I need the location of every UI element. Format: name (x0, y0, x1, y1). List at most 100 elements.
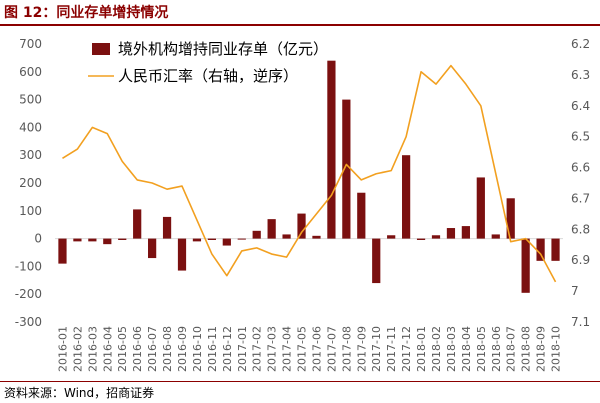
bar-2017-01 (237, 238, 246, 240)
bar-2016-02 (73, 238, 82, 242)
left-tick-label: 100 (19, 204, 42, 218)
bar-2017-02 (252, 230, 261, 239)
figure-title: 图 12：同业存单增持情况 (4, 5, 169, 21)
left-tick-label: 500 (19, 93, 42, 107)
x-tick-label: 2018-05 (475, 326, 488, 372)
x-tick-label: 2018-08 (520, 326, 533, 372)
x-tick-label: 2018-01 (415, 326, 428, 372)
bar-2017-08 (342, 99, 351, 239)
right-tick-label: 6.6 (571, 161, 590, 175)
x-tick-label: 2017-08 (340, 326, 353, 372)
x-tick-label: 2017-06 (310, 326, 323, 372)
bar-2018-04 (461, 226, 470, 239)
right-tick-label: 6.3 (571, 68, 590, 82)
bar-2018-07 (506, 198, 515, 239)
bar-2017-03 (267, 219, 276, 239)
left-tick-label: 400 (19, 120, 42, 134)
bar-2016-04 (103, 238, 112, 245)
x-tick-label: 2016-05 (116, 326, 129, 372)
right-tick-label: 6.7 (571, 191, 590, 205)
bar-2018-01 (416, 238, 426, 240)
x-tick-label: 2018-10 (550, 326, 563, 372)
x-tick-label: 2017-09 (355, 326, 368, 372)
legend-bar-swatch (92, 43, 110, 55)
bar-2017-04 (282, 234, 291, 239)
bar-2016-01 (58, 238, 67, 264)
x-axis-tick-labels: 2016-01 2016-02 2016-03 2016-04 2016-05 2016-… (56, 326, 562, 372)
source-note: 资料来源：Wind，招商证券 (4, 386, 155, 400)
x-tick-label: 2018-09 (535, 326, 548, 372)
bar-2018-03 (446, 228, 456, 239)
x-tick-label: 2016-06 (131, 326, 144, 372)
x-tick-label: 2017-11 (385, 326, 398, 372)
right-tick-label: 6.9 (571, 253, 590, 267)
right-axis-ticks: 6.2 6.3 6.4 6.5 6.6 6.7 6.8 6.9 7 7.1 (571, 37, 590, 329)
bar-2016-06 (133, 209, 142, 239)
x-tick-label: 2018-04 (460, 326, 473, 372)
x-tick-label: 2017-03 (266, 326, 279, 372)
right-tick-label: 7.1 (571, 315, 590, 329)
bar-2016-07 (148, 238, 157, 259)
x-tick-label: 2016-04 (101, 326, 114, 372)
bar-2018-02 (431, 235, 441, 239)
left-tick-label: -300 (15, 315, 42, 329)
left-tick-label: 600 (19, 65, 42, 79)
legend: 境外机构增持同业存单（亿元） 人民币汇率（右轴，逆序） (88, 40, 328, 85)
bar-2017-05 (297, 213, 306, 239)
bar-series (58, 60, 560, 293)
left-tick-label: 200 (19, 176, 42, 190)
left-tick-label: -200 (15, 287, 42, 301)
x-tick-label: 2016-11 (206, 326, 219, 372)
title-rule (0, 24, 600, 26)
fx-rate-line (62, 64, 557, 283)
x-tick-label: 2016-01 (56, 326, 69, 372)
x-tick-label: 2016-08 (161, 326, 174, 372)
x-tick-label: 2017-10 (370, 326, 383, 372)
bar-2016-05 (118, 238, 127, 240)
bar-2016-12 (222, 238, 231, 246)
bar-2017-10 (372, 238, 381, 284)
legend-line-label: 人民币汇率（右轴，逆序） (118, 67, 298, 85)
bar-2016-09 (177, 238, 187, 271)
bar-2018-10 (551, 238, 560, 261)
x-tick-label: 2016-12 (221, 326, 234, 372)
line-series (62, 64, 557, 283)
x-tick-label: 2017-01 (236, 326, 249, 372)
bar-2016-03 (88, 238, 97, 242)
x-tick-label: 2016-02 (71, 326, 84, 372)
right-tick-label: 6.2 (571, 37, 590, 51)
x-tick-label: 2018-07 (505, 326, 518, 372)
right-tick-label: 6.4 (571, 99, 590, 113)
bar-2018-05 (476, 177, 485, 239)
x-tick-label: 2016-03 (86, 326, 99, 372)
x-tick-label: 2018-02 (430, 326, 443, 372)
left-tick-label: 300 (19, 148, 42, 162)
x-tick-label: 2017-07 (325, 326, 338, 372)
bar-2017-11 (387, 235, 396, 239)
bar-2018-06 (491, 234, 500, 239)
x-tick-label: 2016-10 (191, 326, 204, 372)
x-tick-label: 2017-02 (251, 326, 264, 372)
bar-2016-10 (192, 238, 202, 242)
left-tick-label: 700 (19, 37, 42, 51)
bar-2018-09 (536, 238, 545, 261)
bar-2017-07 (327, 60, 336, 239)
x-tick-label: 2016-07 (146, 326, 159, 372)
bar-2017-12 (402, 155, 411, 239)
x-tick-label: 2018-06 (490, 326, 503, 372)
left-axis-ticks: 700 600 500 400 300 200 100 0 -100 -200 -300 (15, 37, 42, 329)
left-tick-label: -100 (15, 259, 42, 273)
right-tick-label: 7 (571, 284, 579, 298)
bar-2016-08 (162, 216, 172, 239)
x-tick-label: 2018-03 (445, 326, 458, 372)
bar-2016-11 (207, 238, 216, 240)
x-tick-label: 2017-04 (281, 326, 294, 372)
x-tick-label: 2017-05 (296, 326, 309, 372)
bar-2017-09 (357, 192, 366, 239)
right-tick-label: 6.8 (571, 222, 590, 236)
right-tick-label: 6.5 (571, 130, 590, 144)
source-rule (0, 381, 600, 382)
left-tick-label: 0 (34, 232, 42, 246)
x-tick-label: 2017-12 (400, 326, 413, 372)
